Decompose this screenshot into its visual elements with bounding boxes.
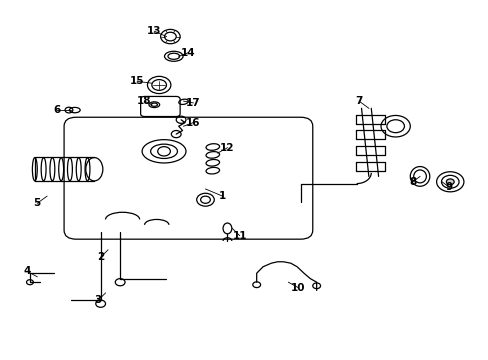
Text: 11: 11	[232, 231, 246, 240]
Text: 1: 1	[219, 191, 226, 201]
Text: 7: 7	[355, 96, 362, 106]
Text: 13: 13	[147, 26, 161, 36]
Circle shape	[446, 179, 453, 185]
Text: 10: 10	[290, 283, 305, 293]
Text: 15: 15	[130, 76, 144, 86]
Text: 18: 18	[137, 96, 151, 106]
Text: 3: 3	[94, 295, 102, 305]
Text: 2: 2	[97, 252, 104, 262]
Text: 14: 14	[181, 48, 195, 58]
Text: 5: 5	[34, 198, 41, 208]
Text: 8: 8	[408, 177, 415, 187]
Text: 4: 4	[24, 266, 31, 276]
Text: 6: 6	[53, 105, 61, 115]
Text: 17: 17	[185, 98, 200, 108]
Text: 12: 12	[220, 143, 234, 153]
Text: 16: 16	[185, 118, 200, 128]
Text: 9: 9	[445, 182, 452, 192]
